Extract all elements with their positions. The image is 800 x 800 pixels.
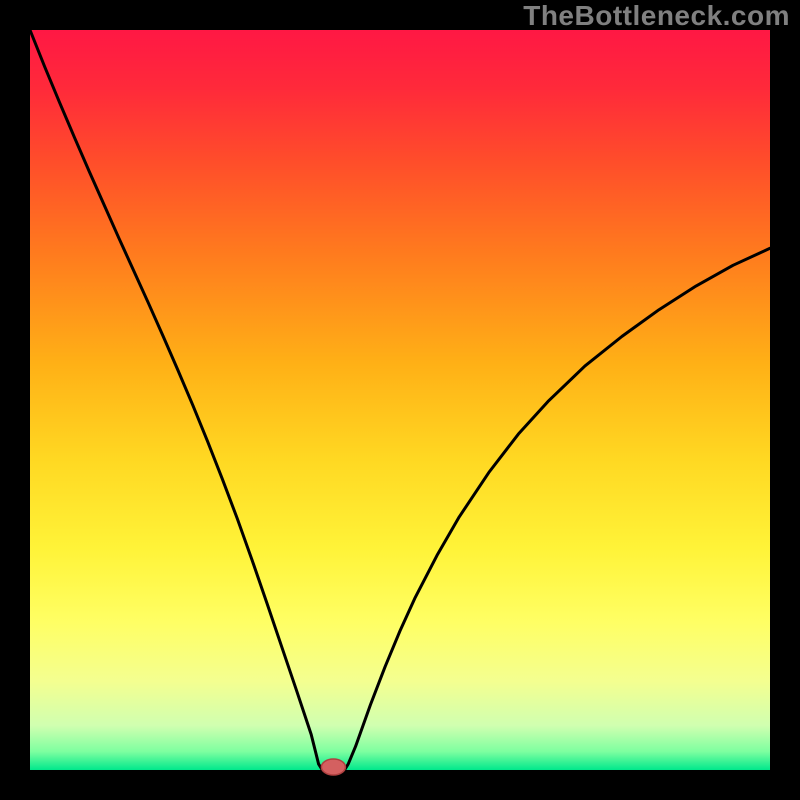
chart-container: { "source_watermark": "TheBottleneck.com… (0, 0, 800, 800)
plot-background (30, 30, 770, 770)
bottleneck-chart (0, 0, 800, 800)
source-watermark: TheBottleneck.com (523, 0, 790, 32)
optimal-point-marker (321, 759, 345, 775)
